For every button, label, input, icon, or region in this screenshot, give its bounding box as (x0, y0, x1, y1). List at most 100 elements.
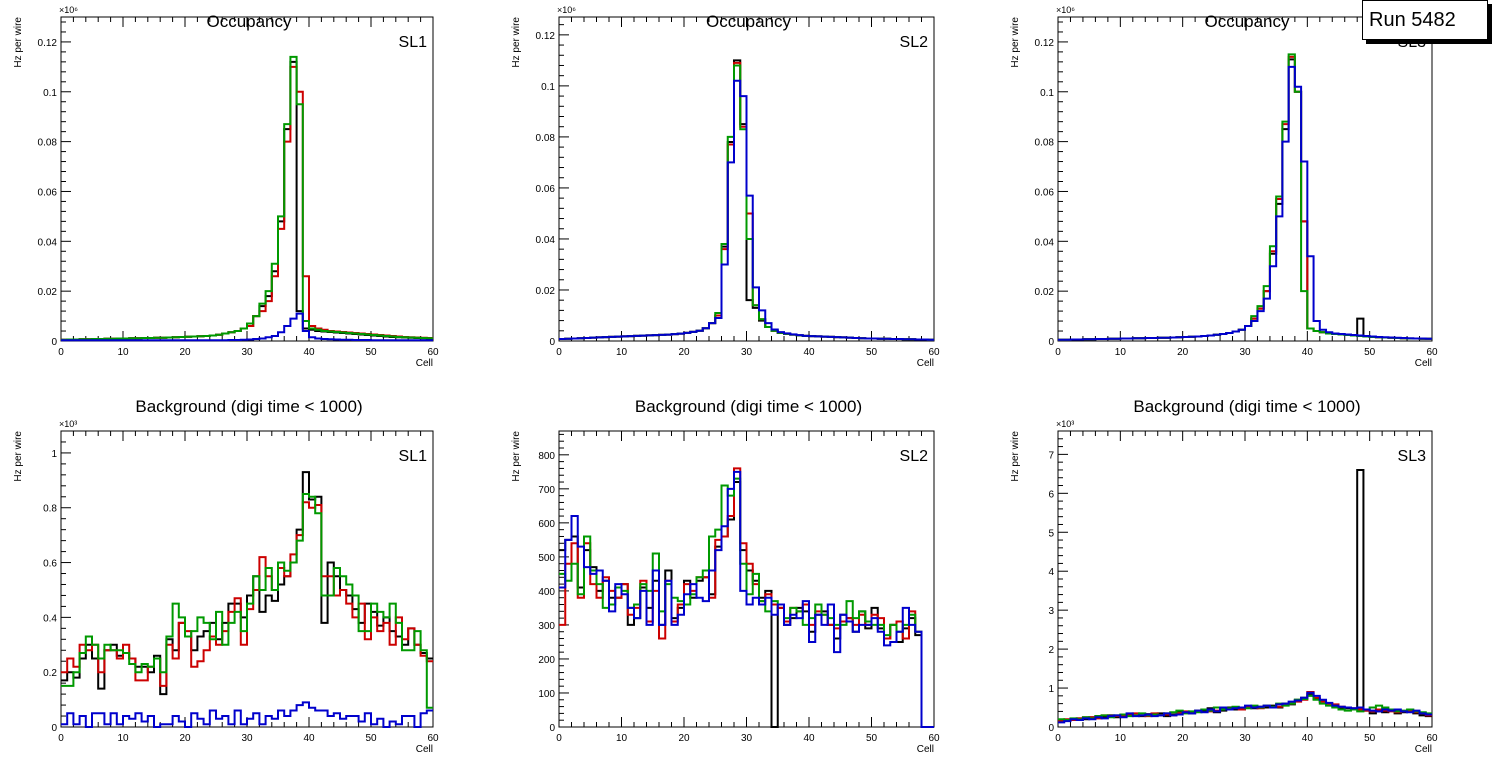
y-tick-label: 0.12 (536, 31, 556, 42)
x-tick-label: 10 (117, 733, 129, 744)
x-tick-label: 60 (427, 733, 439, 744)
x-tick-label: 0 (1055, 733, 1061, 744)
y-tick-label: 3 (1048, 606, 1054, 617)
y-multiplier: ×10⁶ (1056, 5, 1075, 15)
x-tick-label: 20 (678, 347, 690, 358)
y-tick-label: 6 (1048, 489, 1054, 500)
plot-frame (1057, 430, 1433, 728)
superlayer-label: SL2 (900, 448, 929, 465)
x-tick-label: 20 (678, 733, 690, 744)
panel-title: Background (digi time < 1000) (135, 397, 362, 416)
panel-1: Occupancy 0 10 20 30 40 50 60 0 0.02 0.04 0.06 0.08 0… (13, 5, 439, 369)
x-tick-label: 30 (241, 347, 253, 358)
y-tick-label: 600 (538, 519, 555, 530)
x-tick-label: 30 (741, 733, 753, 744)
panel-2: Occupancy 0 10 20 30 40 50 60 0 0.02 0.04 0.06 0.08 0… (511, 5, 940, 369)
y-multiplier: ×10⁶ (59, 5, 78, 15)
y-tick-label: 0.06 (536, 184, 556, 195)
x-axis-label: Cell (416, 744, 433, 755)
x-tick-label: 10 (616, 347, 628, 358)
series-blue (1058, 65, 1432, 341)
series-black (61, 60, 433, 341)
x-tick-label: 0 (1055, 347, 1061, 358)
y-tick-label: 400 (538, 587, 555, 598)
y-tick-label: 0.12 (38, 38, 58, 49)
panel-title: Occupancy (206, 12, 292, 31)
y-tick-label: 0 (549, 337, 555, 348)
x-tick-label: 50 (1364, 733, 1376, 744)
y-tick-label: 0.2 (43, 668, 57, 679)
series-black (1058, 58, 1432, 341)
series-blue (61, 701, 433, 728)
series-black (1058, 468, 1432, 722)
series-red (61, 501, 433, 687)
x-tick-label: 30 (741, 347, 753, 358)
panel-title: Background (digi time < 1000) (1133, 397, 1360, 416)
y-tick-label: 4 (1048, 567, 1054, 578)
x-tick-label: 0 (58, 733, 64, 744)
x-tick-label: 60 (928, 733, 940, 744)
y-tick-label: 300 (538, 621, 555, 632)
panel-5: Background (digi time < 1000) 0 10 20 30 40 50… (511, 397, 940, 755)
y-tick-label: 2 (1048, 645, 1054, 656)
x-tick-label: 60 (1426, 733, 1438, 744)
y-axis-label: Hz per wire (13, 17, 24, 68)
x-tick-label: 20 (179, 733, 191, 744)
x-tick-label: 10 (1115, 347, 1127, 358)
plot-frame (60, 16, 434, 342)
y-tick-label: 100 (538, 689, 555, 700)
x-axis-label: Cell (917, 358, 934, 369)
panel-title: Occupancy (1204, 12, 1290, 31)
panel-6: Background (digi time < 1000)0 10 20 30 40 50… (1010, 397, 1438, 755)
x-axis-label: Cell (1415, 358, 1432, 369)
x-tick-label: 40 (303, 347, 315, 358)
x-tick-label: 60 (928, 347, 940, 358)
superlayer-label: SL1 (399, 34, 428, 51)
x-tick-label: 0 (556, 347, 562, 358)
y-axis-label: Hz per wire (1010, 431, 1021, 482)
x-axis-label: Cell (917, 744, 934, 755)
y-tick-label: 500 (538, 553, 555, 564)
x-tick-label: 60 (427, 347, 439, 358)
y-tick-label: 7 (1048, 450, 1054, 461)
series-red (61, 65, 433, 341)
panel-title: Occupancy (706, 12, 792, 31)
superlayer-label: SL3 (1398, 448, 1427, 465)
run-label: Run 5482 (1362, 0, 1488, 40)
y-tick-label: 0.08 (38, 138, 58, 149)
x-tick-label: 20 (179, 347, 191, 358)
x-tick-label: 10 (616, 733, 628, 744)
y-tick-label: 0.1 (43, 88, 57, 99)
panel-4: Background (digi time < 1000)0 10 20 30 40 50… (13, 397, 439, 755)
x-tick-label: 50 (365, 347, 377, 358)
y-tick-label: 0 (51, 337, 57, 348)
y-tick-label: 0.1 (1040, 88, 1054, 99)
x-tick-label: 40 (303, 733, 315, 744)
y-tick-label: 0.04 (536, 235, 556, 246)
series-green (61, 55, 433, 341)
superlayer-label: SL2 (900, 34, 929, 51)
y-axis-label: Hz per wire (511, 17, 522, 68)
y-tick-label: 0.1 (541, 82, 555, 93)
x-tick-label: 40 (1302, 733, 1314, 744)
x-axis-label: Cell (1415, 744, 1432, 755)
y-tick-label: 0.02 (1035, 287, 1055, 298)
x-tick-label: 30 (1239, 347, 1251, 358)
y-tick-label: 0 (549, 723, 555, 734)
series-green (61, 493, 433, 709)
series-blue (61, 312, 433, 342)
y-tick-label: 0.04 (38, 237, 58, 248)
x-tick-label: 20 (1177, 347, 1189, 358)
y-multiplier: ×10³ (59, 419, 77, 429)
x-tick-label: 30 (241, 733, 253, 744)
superlayer-label: SL1 (399, 448, 428, 465)
y-tick-label: 0 (1048, 723, 1054, 734)
panel-title: Background (digi time < 1000) (635, 397, 862, 416)
y-tick-label: 0.6 (43, 559, 57, 570)
x-tick-label: 30 (1239, 733, 1251, 744)
x-tick-label: 50 (866, 347, 878, 358)
y-tick-label: 200 (538, 655, 555, 666)
series-green (1058, 53, 1432, 341)
y-tick-label: 0.08 (536, 133, 556, 144)
